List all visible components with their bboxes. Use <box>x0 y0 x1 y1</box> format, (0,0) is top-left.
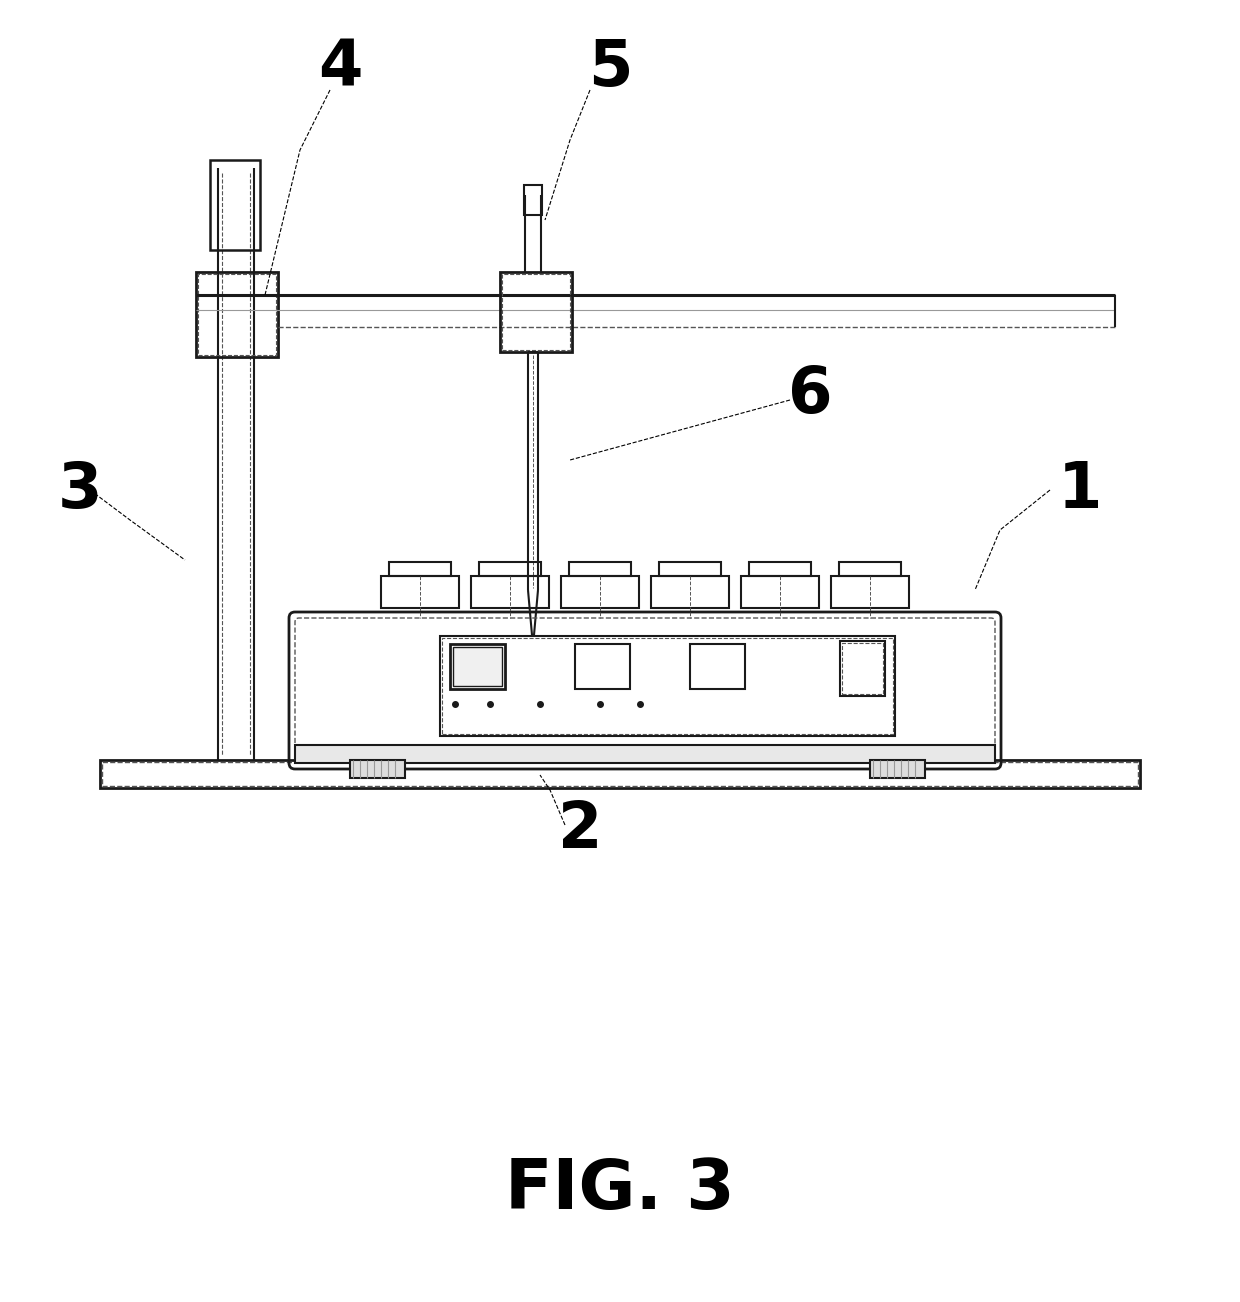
Bar <box>440 635 895 736</box>
Bar <box>502 273 570 350</box>
Bar <box>831 575 909 608</box>
Text: 5: 5 <box>588 36 632 99</box>
Text: FIG. 3: FIG. 3 <box>505 1156 735 1224</box>
Bar <box>839 641 885 697</box>
Bar <box>560 575 639 608</box>
Text: 2: 2 <box>558 799 603 861</box>
Bar <box>196 272 278 357</box>
Text: 3: 3 <box>58 460 102 521</box>
Bar <box>479 562 541 575</box>
Bar <box>839 562 901 575</box>
Bar <box>381 575 459 608</box>
Bar <box>471 575 549 608</box>
Bar <box>870 760 925 779</box>
Bar <box>350 760 405 779</box>
Bar <box>742 575 818 608</box>
Text: 6: 6 <box>787 365 832 426</box>
Bar <box>100 760 1140 788</box>
Text: 1: 1 <box>1058 460 1102 521</box>
Bar <box>198 273 277 355</box>
Bar <box>441 638 893 734</box>
Bar <box>389 562 451 575</box>
Bar <box>500 272 572 352</box>
Bar <box>651 575 729 608</box>
Text: 4: 4 <box>317 36 362 99</box>
Bar <box>658 562 720 575</box>
Bar <box>450 644 505 689</box>
Bar <box>525 185 542 215</box>
Bar <box>453 647 502 686</box>
Bar <box>575 644 630 689</box>
Bar <box>689 644 745 689</box>
Bar <box>569 562 631 575</box>
Bar <box>210 160 260 250</box>
Bar <box>749 562 811 575</box>
Bar <box>102 762 1138 786</box>
Bar <box>295 745 994 763</box>
Bar <box>842 643 883 694</box>
